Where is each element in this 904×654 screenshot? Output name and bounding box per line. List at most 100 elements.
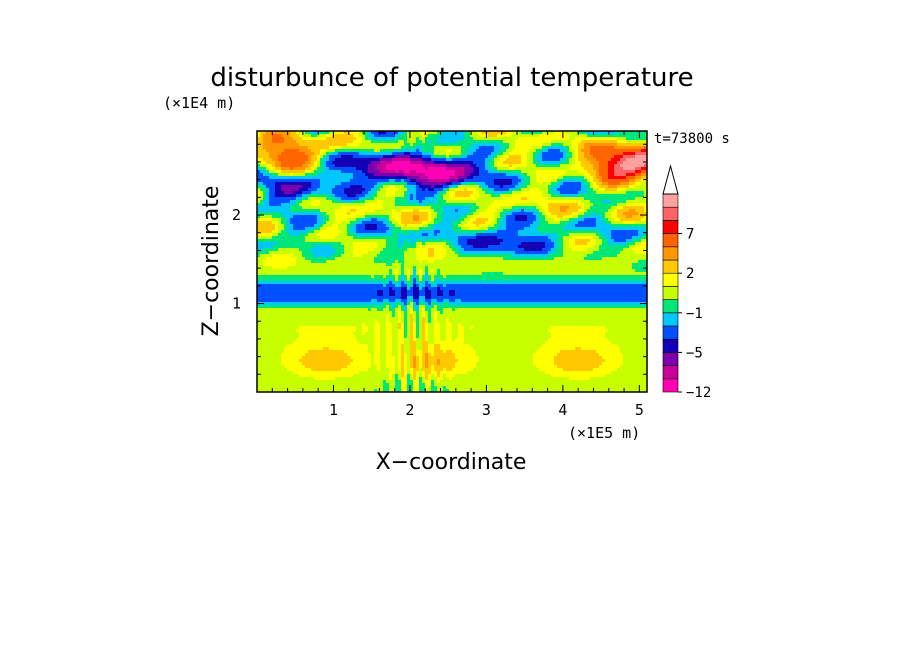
heatmap-cell: [605, 170, 609, 174]
heatmap-cell: [410, 149, 414, 153]
heatmap-cell: [323, 242, 327, 246]
heatmap-cell: [491, 218, 495, 222]
heatmap-cell: [644, 176, 648, 180]
heatmap-cell: [626, 209, 630, 213]
heatmap-cell: [305, 179, 309, 183]
heatmap-cell: [617, 182, 621, 186]
heatmap-cell: [581, 242, 585, 246]
heatmap-cell: [401, 203, 405, 207]
heatmap-cell: [569, 164, 573, 168]
heatmap-cell: [581, 173, 585, 177]
heatmap-cell: [617, 158, 621, 162]
heatmap-cell: [443, 188, 447, 192]
heatmap-cell: [284, 140, 288, 144]
heatmap-cell: [479, 224, 483, 228]
heatmap-cell: [530, 239, 534, 243]
heatmap-cell: [305, 164, 309, 168]
heatmap-cell: [470, 239, 474, 243]
heatmap-cell: [371, 131, 375, 135]
heatmap-cell: [338, 203, 342, 207]
heatmap-cell: [362, 146, 366, 150]
heatmap-cell: [272, 161, 276, 165]
heatmap-cell: [509, 146, 513, 150]
heatmap-cell: [350, 167, 354, 171]
heatmap-cell: [368, 233, 372, 237]
heatmap-cell: [299, 146, 303, 150]
heatmap-cell: [338, 236, 342, 240]
heatmap-cell: [425, 149, 429, 153]
heatmap-cell: [293, 146, 297, 150]
heatmap-cell: [545, 188, 549, 192]
heatmap-cell: [329, 203, 333, 207]
heatmap-cell: [449, 206, 453, 210]
heatmap-cell: [629, 152, 633, 156]
heatmap-cell: [557, 233, 561, 237]
heatmap-cell: [479, 197, 483, 201]
heatmap-cell: [299, 158, 303, 162]
heatmap-cell: [335, 245, 339, 249]
heatmap-cell: [341, 185, 345, 189]
heatmap-cell: [482, 185, 486, 189]
heatmap-cell: [290, 221, 294, 225]
heatmap-cell: [371, 167, 375, 171]
heatmap-cell: [512, 185, 516, 189]
heatmap-cell: [260, 161, 264, 165]
heatmap-cell: [500, 182, 504, 186]
heatmap-cell: [602, 131, 606, 135]
heatmap-cell: [575, 221, 579, 225]
heatmap-cell: [320, 143, 324, 147]
heatmap-cell: [287, 179, 291, 183]
heatmap-cell: [620, 230, 624, 234]
heatmap-cell: [398, 191, 402, 195]
heatmap-cell: [296, 149, 300, 153]
heatmap-cell: [365, 131, 369, 135]
heatmap-cell: [497, 164, 501, 168]
heatmap-cell: [425, 164, 429, 168]
heatmap-cell: [344, 185, 348, 189]
heatmap-cell: [641, 137, 645, 141]
heatmap-cell: [350, 176, 354, 180]
heatmap-cell: [524, 161, 528, 165]
heatmap-cell: [269, 218, 273, 222]
heatmap-cell: [416, 239, 420, 243]
heatmap-cell: [524, 143, 528, 147]
heatmap-cell: [413, 245, 417, 249]
heatmap-cell: [389, 152, 393, 156]
heatmap-cell: [638, 143, 642, 147]
heatmap-cell: [632, 131, 636, 135]
heatmap-cell: [548, 236, 552, 240]
heatmap-cell: [569, 137, 573, 141]
heatmap-cell: [320, 233, 324, 237]
heatmap-cell: [626, 197, 630, 201]
heatmap-cell: [371, 152, 375, 156]
heatmap-cell: [593, 167, 597, 171]
heatmap-cell: [602, 158, 606, 162]
heatmap-cell: [506, 167, 510, 171]
heatmap-cell: [410, 140, 414, 144]
heatmap-cell: [356, 203, 360, 207]
heatmap-cell: [515, 146, 519, 150]
heatmap-cell: [308, 215, 312, 219]
heatmap-cell: [545, 212, 549, 216]
heatmap-cell: [440, 224, 444, 228]
heatmap-cell: [332, 209, 336, 213]
heatmap-cell: [311, 194, 315, 198]
heatmap-cell: [587, 239, 591, 243]
heatmap-cell: [638, 146, 642, 150]
heatmap-cell: [437, 179, 441, 183]
heatmap-cell: [299, 134, 303, 138]
heatmap-cell: [506, 176, 510, 180]
heatmap-cell: [335, 209, 339, 213]
heatmap-cell: [485, 185, 489, 189]
heatmap-cell: [506, 227, 510, 231]
heatmap-cell: [398, 233, 402, 237]
heatmap-cell: [632, 170, 636, 174]
heatmap-cell: [644, 233, 648, 237]
heatmap-cell: [401, 173, 405, 177]
heatmap-cell: [353, 161, 357, 165]
heatmap-cell: [323, 239, 327, 243]
heatmap-cell: [272, 137, 276, 141]
heatmap-cell: [431, 161, 435, 165]
heatmap-cell: [389, 143, 393, 147]
heatmap-cell: [269, 239, 273, 243]
